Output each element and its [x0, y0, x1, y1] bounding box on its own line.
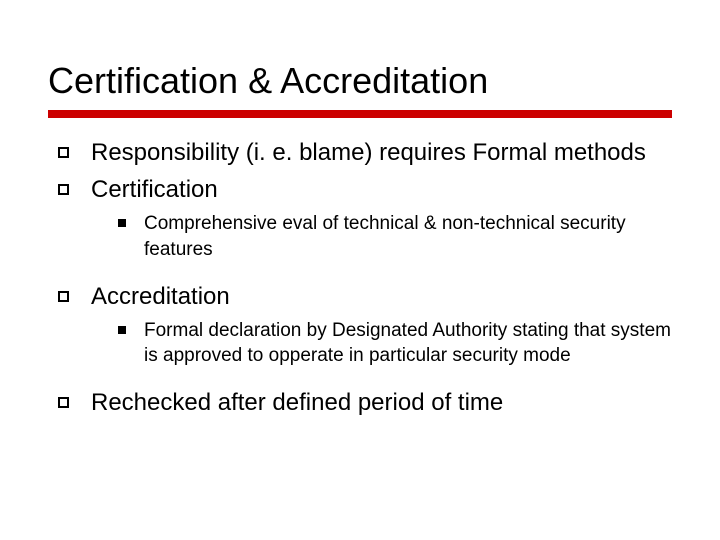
spacer [48, 268, 672, 276]
list-item: Responsibility (i. e. blame) requires Fo… [58, 138, 672, 169]
list-item-text: Rechecked after defined period of time [91, 388, 503, 419]
list-item: Certification [58, 175, 672, 206]
slide-title: Certification & Accreditation [48, 60, 672, 102]
filled-square-icon [118, 326, 126, 334]
sublist-item-text: Comprehensive eval of technical & non-te… [144, 211, 672, 261]
slide: Certification & Accreditation Responsibi… [0, 0, 720, 540]
hollow-square-icon [58, 291, 69, 302]
list-item-text: Certification [91, 175, 218, 206]
sublist-item: Comprehensive eval of technical & non-te… [118, 211, 672, 261]
filled-square-icon [118, 219, 126, 227]
spacer [48, 374, 672, 382]
sublist-item-text: Formal declaration by Designated Authori… [144, 318, 672, 368]
sublist-item: Formal declaration by Designated Authori… [118, 318, 672, 368]
list-item-text: Accreditation [91, 282, 230, 313]
title-underline-bar [48, 110, 672, 118]
list-item-text: Responsibility (i. e. blame) requires Fo… [91, 138, 646, 169]
list-item: Rechecked after defined period of time [58, 388, 672, 419]
list-item: Accreditation [58, 282, 672, 313]
hollow-square-icon [58, 184, 69, 195]
hollow-square-icon [58, 397, 69, 408]
hollow-square-icon [58, 147, 69, 158]
